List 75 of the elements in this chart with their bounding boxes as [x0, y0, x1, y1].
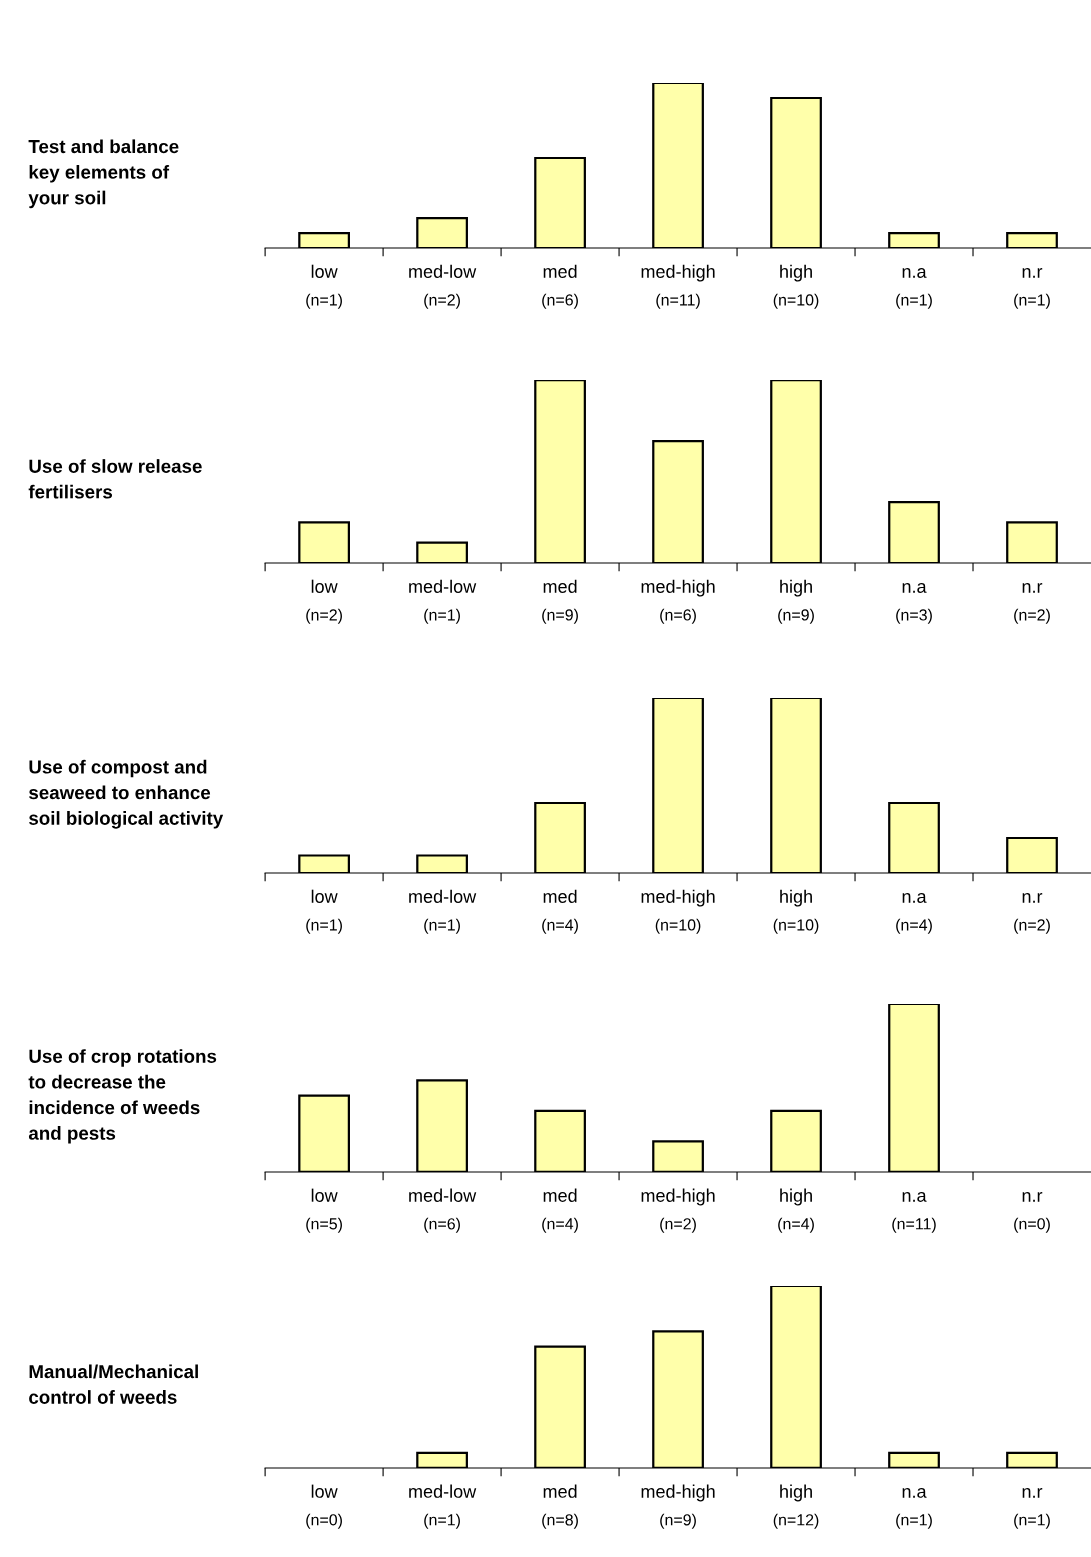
x-tick-label: low [311, 264, 338, 278]
x-tick-label: low [311, 579, 338, 593]
x-tick-label: high [780, 889, 812, 907]
x-tick-label: med-low [409, 579, 477, 593]
data-label: (n=9) [660, 1513, 696, 1529]
x-tick-label: low [311, 889, 338, 903]
x-tick-label: n.a [902, 268, 927, 278]
x-tick-label: n.r [1022, 268, 1043, 278]
data-label: (n=6) [542, 293, 578, 309]
data-label: (n=4) [778, 1217, 814, 1233]
data-label: (n=10) [773, 293, 819, 309]
data-label: (n=1) [896, 293, 932, 309]
x-tick-label: n.r [1022, 1191, 1043, 1202]
x-tick-label: n.r [1022, 583, 1043, 593]
x-tick-label: med-low [409, 889, 477, 903]
text: Use of crop rotations to decrease the incidence of weeds and pests [28, 1049, 217, 1144]
x-tick-label: med [543, 264, 577, 278]
data-label: (n=1) [306, 918, 342, 934]
x-tick-label: med-high [641, 579, 715, 597]
x-tick-label: high [780, 1484, 812, 1502]
x-tick-label: n.a [902, 583, 927, 593]
x-tick-label: med-high [641, 889, 715, 907]
data-label: (n=12) [773, 1513, 819, 1529]
x-tick-label: n.r [1022, 893, 1043, 903]
data-label: (n=2) [1014, 918, 1050, 934]
data-label: (n=11) [656, 293, 700, 309]
x-tick-label: low [311, 1188, 338, 1202]
text: Manual/Mechanical control of weeds [29, 1364, 198, 1404]
data-label: (n=1) [1014, 1513, 1050, 1529]
data-label: (n=9) [778, 608, 814, 624]
data-label: (n=9) [542, 608, 578, 624]
data-label: (n=1) [424, 918, 460, 934]
x-tick-label: med [543, 889, 577, 903]
data-label: (n=1) [306, 293, 342, 309]
x-tick-label: n.a [902, 893, 927, 903]
data-label: (n=3) [896, 608, 932, 624]
data-label: (n=2) [660, 1217, 696, 1233]
data-label: (n=1) [424, 608, 460, 624]
data-label: (n=10) [655, 918, 701, 934]
data-label: (n=6) [660, 608, 696, 624]
text: Test and balance key elements of your soil [28, 139, 179, 209]
data-label: (n=8) [542, 1513, 578, 1529]
data-label: (n=0) [1014, 1217, 1050, 1233]
x-tick-label: med-high [641, 264, 715, 282]
data-label: (n=5) [306, 1217, 342, 1233]
x-tick-label: med-high [641, 1188, 715, 1206]
x-tick-label: n.a [902, 1191, 927, 1202]
x-tick-label: med-low [409, 264, 477, 278]
data-label: (n=0) [306, 1513, 342, 1529]
data-label: (n=10) [773, 918, 819, 934]
text: Use of slow release fertilisers [28, 459, 202, 499]
data-label: (n=1) [1014, 293, 1050, 309]
data-label: (n=4) [896, 918, 932, 934]
data-label: (n=4) [542, 1217, 578, 1233]
x-tick-label: med-low [409, 1484, 477, 1498]
data-label: (n=2) [1014, 608, 1050, 624]
x-tick-label: med [543, 579, 577, 593]
data-label: (n=1) [896, 1513, 932, 1529]
data-label: (n=2) [424, 293, 460, 309]
data-label: (n=11) [892, 1217, 936, 1233]
x-tick-label: med-high [641, 1484, 715, 1502]
x-tick-label: n.r [1022, 1487, 1043, 1498]
x-tick-label: med-low [409, 1188, 477, 1202]
x-tick-label: n.a [902, 1487, 927, 1498]
data-label: (n=4) [542, 918, 578, 934]
x-tick-label: high [780, 579, 812, 597]
x-tick-label: high [780, 264, 812, 282]
data-label: (n=2) [306, 608, 342, 624]
data-label: (n=6) [424, 1217, 460, 1233]
data-label: (n=1) [424, 1513, 460, 1529]
x-tick-label: med [543, 1188, 577, 1202]
x-tick-label: high [780, 1188, 812, 1206]
x-tick-label: low [311, 1484, 338, 1498]
text: Use of compost and seaweed to enhance soil biological activity [29, 759, 224, 829]
x-tick-label: med [543, 1484, 577, 1498]
